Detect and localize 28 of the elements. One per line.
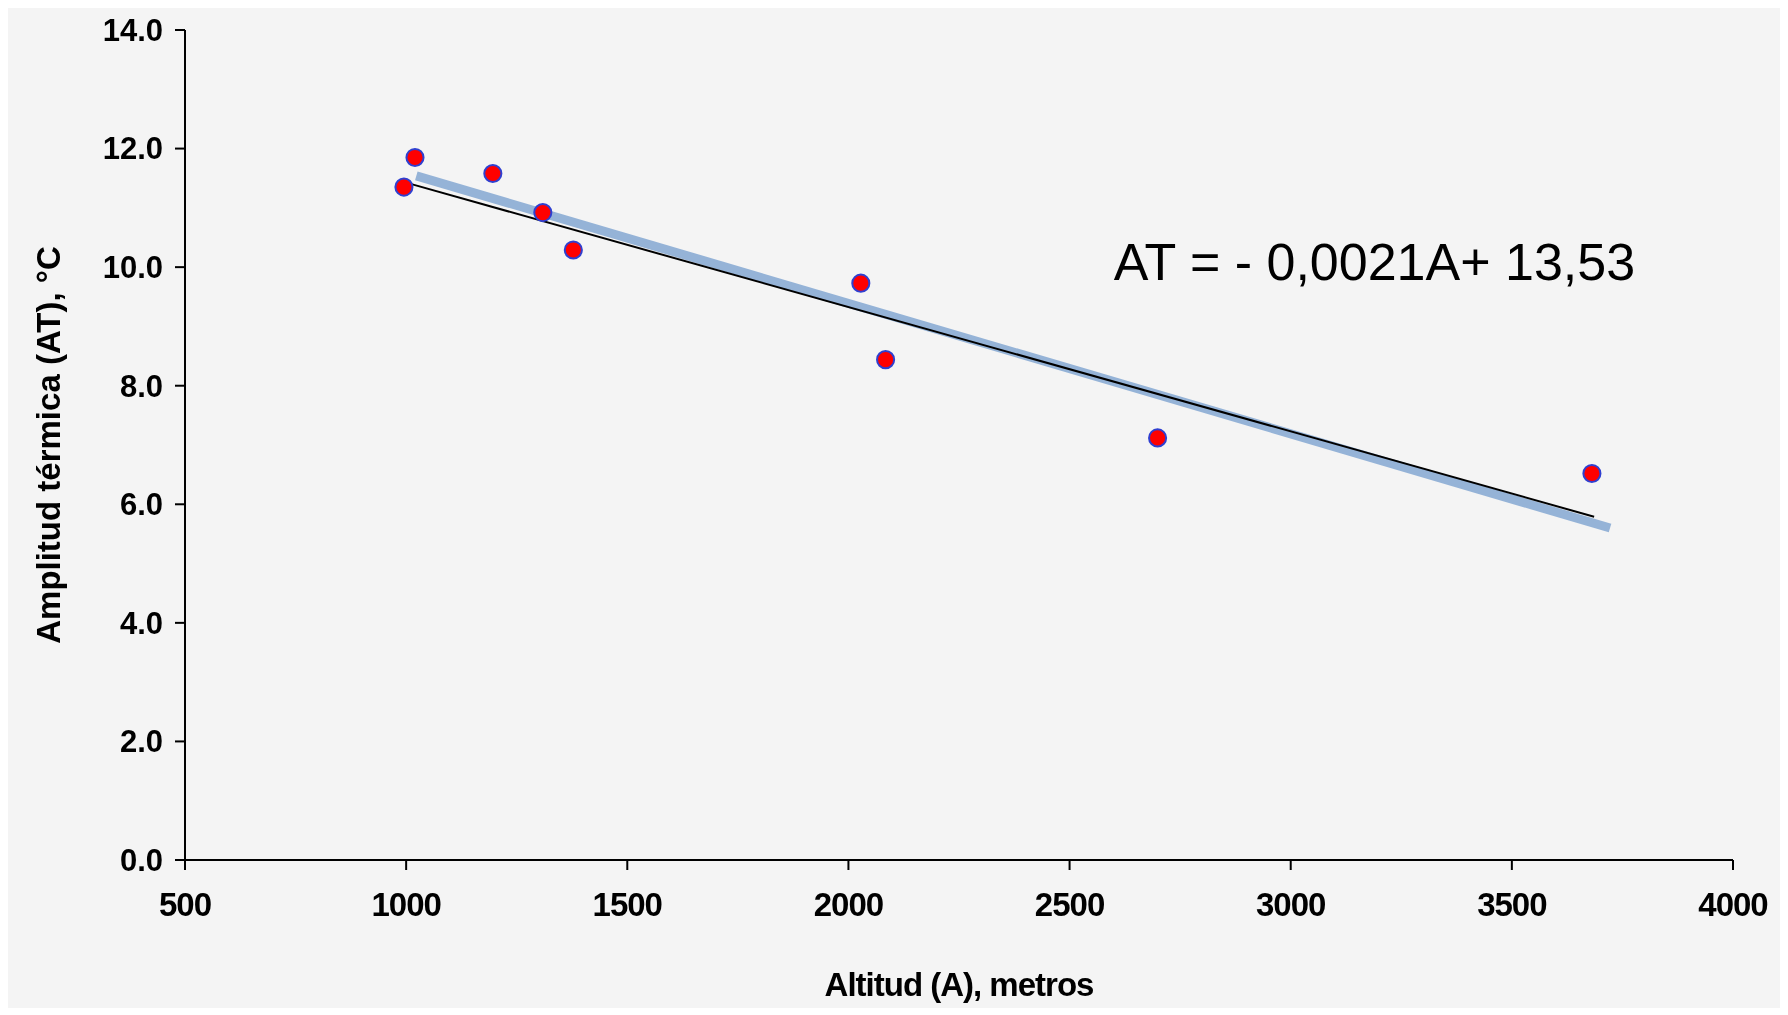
- point: [405, 147, 425, 167]
- point: [563, 240, 583, 260]
- annotation: AT = - 0,0021A+ 13,53: [1113, 233, 1636, 291]
- y-tick-label: 8.0: [119, 368, 163, 404]
- point: [483, 163, 503, 184]
- point: [1582, 463, 1602, 483]
- point: [394, 177, 414, 197]
- x-tick-label: 3000: [1256, 886, 1326, 923]
- y-tick-label: 0.0: [119, 842, 163, 878]
- point: [876, 350, 896, 370]
- y-tick-label: 6.0: [119, 487, 163, 523]
- x-axis-title: Altitud (A), metros: [824, 966, 1094, 1003]
- y-tick-label: 14.0: [102, 12, 163, 48]
- x-tick-label: 1000: [371, 886, 441, 923]
- y-tick-label: 2.0: [119, 724, 163, 760]
- point: [1148, 428, 1168, 448]
- x-tick-label: 2000: [813, 886, 884, 923]
- x-tick-label: 4000: [1698, 886, 1768, 923]
- y-tick-label: 4.0: [119, 605, 163, 641]
- y-axis-title: Amplitud térmica (AT), °C: [30, 246, 67, 644]
- point: [851, 273, 871, 293]
- x-tick-label: 2500: [1034, 886, 1105, 923]
- x-tick-label: 1500: [592, 886, 662, 923]
- y-tick-label: 12.0: [102, 131, 163, 167]
- x-tick-label: 3500: [1477, 886, 1547, 923]
- y-tick-label: 10.0: [102, 249, 163, 285]
- x-tick-label: 500: [158, 886, 212, 923]
- point: [533, 203, 553, 223]
